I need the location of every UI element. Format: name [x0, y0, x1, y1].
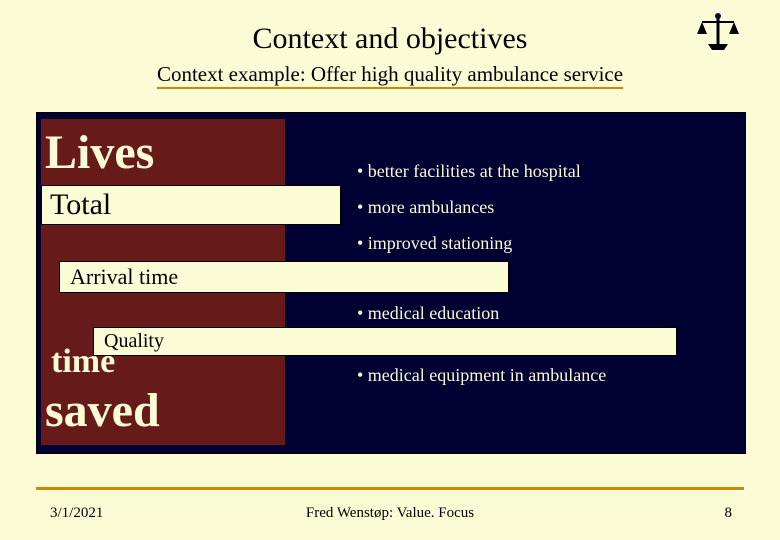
bullet-item: • improved stationing	[357, 233, 512, 254]
bullet-item: • emergency practice	[357, 335, 508, 356]
bullet-item: • training of drivers	[357, 267, 498, 288]
footer-author: Fred Wenstøp: Value. Focus	[0, 505, 780, 522]
bullet-item: • more ambulances	[357, 197, 494, 218]
bullet-item: • medical education	[357, 303, 499, 324]
slide: Context and objectives Context example: …	[0, 0, 780, 540]
bullet-item: • medical equipment in ambulance	[357, 365, 606, 386]
footer-page-number: 8	[725, 505, 733, 522]
root-word-saved: saved	[45, 383, 160, 438]
slide-title: Context and objectives	[0, 0, 780, 56]
main-panel: Lives time saved Total Arrival time Qual…	[36, 112, 746, 454]
bullet-item: • better facilities at the hospital	[357, 161, 581, 182]
root-word-lives: Lives	[45, 125, 154, 180]
level1-box: Total	[41, 185, 341, 225]
slide-subtitle: Context example: Offer high quality ambu…	[0, 62, 780, 87]
scales-icon	[694, 8, 742, 61]
footer-rule	[36, 487, 744, 490]
